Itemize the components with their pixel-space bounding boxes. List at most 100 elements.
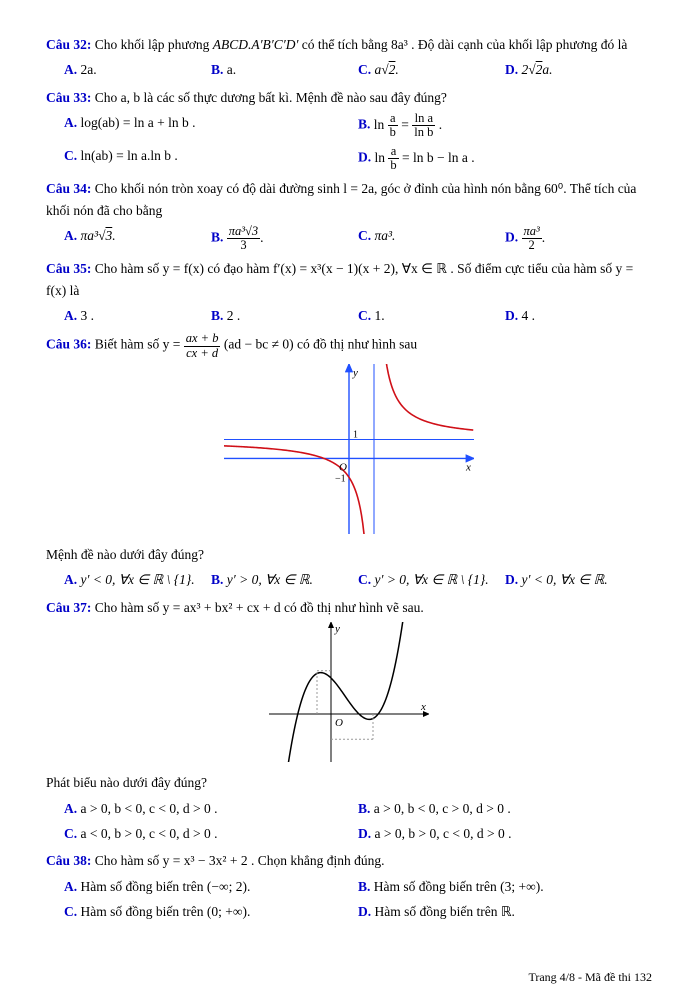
q33-options-1: A. log(ab) = ln a + ln b . B. ln ab = ln… bbox=[64, 112, 652, 139]
q32-optD: D. 2√2a. bbox=[505, 59, 652, 80]
question-36: Câu 36: Biết hàm số y = ax + bcx + d (ad… bbox=[46, 332, 652, 359]
opt-label: D. bbox=[358, 150, 375, 165]
q32-optC: C. a√2. bbox=[358, 59, 505, 80]
question-35: Câu 35: Cho hàm số y = f(x) có đạo hàm f… bbox=[46, 258, 652, 301]
q36-optC: C. y′ > 0, ∀x ∈ ℝ \ {1}. bbox=[358, 569, 505, 590]
opt-label: C. bbox=[64, 148, 81, 163]
opt-text: πa³. bbox=[375, 228, 396, 243]
q32-optA: A. 2a. bbox=[64, 59, 211, 80]
q37-sub: Phát biểu nào dưới đây đúng? bbox=[46, 772, 652, 793]
q35-optB: B. 2 . bbox=[211, 305, 358, 326]
opt-text: 2√2a. bbox=[522, 62, 553, 77]
opt-label: B. bbox=[211, 230, 227, 245]
q32-text-mid: có thể tích bằng 8a³ . Độ dài cạnh của k… bbox=[302, 37, 628, 52]
opt-label: A. bbox=[64, 228, 81, 243]
question-33: Câu 33: Cho a, b là các số thực dương bấ… bbox=[46, 87, 652, 108]
opt-text: log(ab) = ln a + ln b . bbox=[81, 115, 196, 130]
q33-text: Cho a, b là các số thực dương bất kì. Mệ… bbox=[95, 90, 447, 105]
svg-text:1: 1 bbox=[353, 429, 358, 440]
opt-text: 2a. bbox=[81, 62, 97, 77]
question-38: Câu 38: Cho hàm số y = x³ − 3x² + 2 . Ch… bbox=[46, 850, 652, 871]
q34-optB: B. πa³√33. bbox=[211, 225, 358, 252]
opt-label: D. bbox=[505, 62, 522, 77]
q35-optC: C. 1. bbox=[358, 305, 505, 326]
q35-optA: A. 3 . bbox=[64, 305, 211, 326]
q34-optD: D. πa³2. bbox=[505, 225, 652, 252]
q32-expr1: ABCD.A′B′C′D′ bbox=[213, 37, 299, 52]
cubic-function-graph: y x O bbox=[269, 622, 429, 762]
q37-optC: C. a < 0, b > 0, c < 0, d > 0 . bbox=[64, 823, 358, 844]
svg-text:−1: −1 bbox=[335, 473, 346, 484]
q32-optB: B. a. bbox=[211, 59, 358, 80]
q37-optB: B. a > 0, b < 0, c > 0, d > 0 . bbox=[358, 798, 652, 819]
q36-options: A. y′ < 0, ∀x ∈ ℝ \ {1}. B. y′ > 0, ∀x ∈… bbox=[64, 569, 652, 590]
q38-options-1: A. Hàm số đồng biến trên (−∞; 2). B. Hàm… bbox=[64, 876, 652, 897]
q37-optA: A. a > 0, b < 0, c < 0, d > 0 . bbox=[64, 798, 358, 819]
opt-text: ln ab = ln b − ln a . bbox=[375, 150, 475, 165]
q32-text-pre: Cho khối lập phương bbox=[95, 37, 213, 52]
rational-function-graph: y x O 1 −1 bbox=[224, 364, 474, 534]
q36-text-post: (ad − bc ≠ 0) có đồ thị như hình sau bbox=[220, 337, 417, 352]
question-32: Câu 32: Cho khối lập phương ABCD.A′B′C′D… bbox=[46, 34, 652, 55]
opt-label: A. bbox=[64, 115, 81, 130]
q38-optD: D. Hàm số đồng biến trên ℝ. bbox=[358, 901, 652, 922]
q37-optD: D. a > 0, b > 0, c < 0, d > 0 . bbox=[358, 823, 652, 844]
opt-label: D. bbox=[505, 230, 522, 245]
svg-text:O: O bbox=[335, 717, 343, 729]
opt-label: A. bbox=[64, 62, 81, 77]
question-34: Câu 34: Cho khối nón tròn xoay có độ dài… bbox=[46, 178, 652, 221]
q33-optC: C. ln(ab) = ln a.ln b . bbox=[64, 145, 358, 172]
q36-text-pre: Biết hàm số y = bbox=[95, 337, 184, 352]
opt-text: πa³√3. bbox=[81, 228, 116, 243]
q37-text: Cho hàm số y = ax³ + bx² + cx + d có đồ … bbox=[95, 600, 424, 615]
q34-optC: C. πa³. bbox=[358, 225, 505, 252]
q38-optA: A. Hàm số đồng biến trên (−∞; 2). bbox=[64, 876, 358, 897]
svg-text:x: x bbox=[420, 701, 426, 713]
svg-text:O: O bbox=[339, 461, 347, 473]
q32-options: A. 2a. B. a. C. a√2. D. 2√2a. bbox=[64, 59, 652, 80]
opt-text: πa³√33. bbox=[227, 230, 264, 245]
opt-text: πa³2. bbox=[522, 230, 546, 245]
q35-text: Cho hàm số y = f(x) có đạo hàm f′(x) = x… bbox=[46, 261, 633, 297]
q37-options-1: A. a > 0, b < 0, c < 0, d > 0 . B. a > 0… bbox=[64, 798, 652, 819]
opt-label: C. bbox=[358, 62, 375, 77]
q33-optB: B. ln ab = ln aln b . bbox=[358, 112, 652, 139]
q38-text: Cho hàm số y = x³ − 3x² + 2 . Chọn khẳng… bbox=[95, 853, 385, 868]
q34-label: Câu 34: bbox=[46, 181, 91, 196]
q37-label: Câu 37: bbox=[46, 600, 91, 615]
opt-text: a. bbox=[227, 62, 236, 77]
svg-text:x: x bbox=[465, 461, 471, 473]
opt-text: a√2. bbox=[375, 62, 399, 77]
q35-label: Câu 35: bbox=[46, 261, 91, 276]
q38-optB: B. Hàm số đồng biến trên (3; +∞). bbox=[358, 876, 652, 897]
opt-label: C. bbox=[358, 228, 375, 243]
opt-text: ln(ab) = ln a.ln b . bbox=[81, 148, 178, 163]
q33-label: Câu 33: bbox=[46, 90, 91, 105]
q37-options-2: C. a < 0, b > 0, c < 0, d > 0 . D. a > 0… bbox=[64, 823, 652, 844]
svg-text:y: y bbox=[352, 367, 358, 379]
q34-options: A. πa³√3. B. πa³√33. C. πa³. D. πa³2. bbox=[64, 225, 652, 252]
opt-text: ln ab = ln aln b . bbox=[374, 117, 442, 132]
q36-optA: A. y′ < 0, ∀x ∈ ℝ \ {1}. bbox=[64, 569, 211, 590]
q38-label: Câu 38: bbox=[46, 853, 91, 868]
q34-optA: A. πa³√3. bbox=[64, 225, 211, 252]
q37-graph: y x O bbox=[46, 622, 652, 768]
q35-optD: D. 4 . bbox=[505, 305, 652, 326]
q36-optD: D. y′ < 0, ∀x ∈ ℝ. bbox=[505, 569, 652, 590]
q32-label: Câu 32: bbox=[46, 37, 91, 52]
q36-sub: Mệnh đề nào dưới đây đúng? bbox=[46, 544, 652, 565]
opt-label: B. bbox=[358, 117, 374, 132]
q33-options-2: C. ln(ab) = ln a.ln b . D. ln ab = ln b … bbox=[64, 145, 652, 172]
question-37: Câu 37: Cho hàm số y = ax³ + bx² + cx + … bbox=[46, 597, 652, 618]
q35-options: A. 3 . B. 2 . C. 1. D. 4 . bbox=[64, 305, 652, 326]
svg-text:y: y bbox=[334, 623, 340, 635]
page-footer: Trang 4/8 - Mã đề thi 132 bbox=[46, 968, 652, 987]
q38-optC: C. Hàm số đồng biến trên (0; +∞). bbox=[64, 901, 358, 922]
q38-options-2: C. Hàm số đồng biến trên (0; +∞). D. Hàm… bbox=[64, 901, 652, 922]
q33-optD: D. ln ab = ln b − ln a . bbox=[358, 145, 652, 172]
q36-optB: B. y′ > 0, ∀x ∈ ℝ. bbox=[211, 569, 358, 590]
q36-graph: y x O 1 −1 bbox=[46, 364, 652, 540]
opt-label: B. bbox=[211, 62, 227, 77]
q34-text: Cho khối nón tròn xoay có độ dài đường s… bbox=[46, 181, 636, 217]
q33-optA: A. log(ab) = ln a + ln b . bbox=[64, 112, 358, 139]
